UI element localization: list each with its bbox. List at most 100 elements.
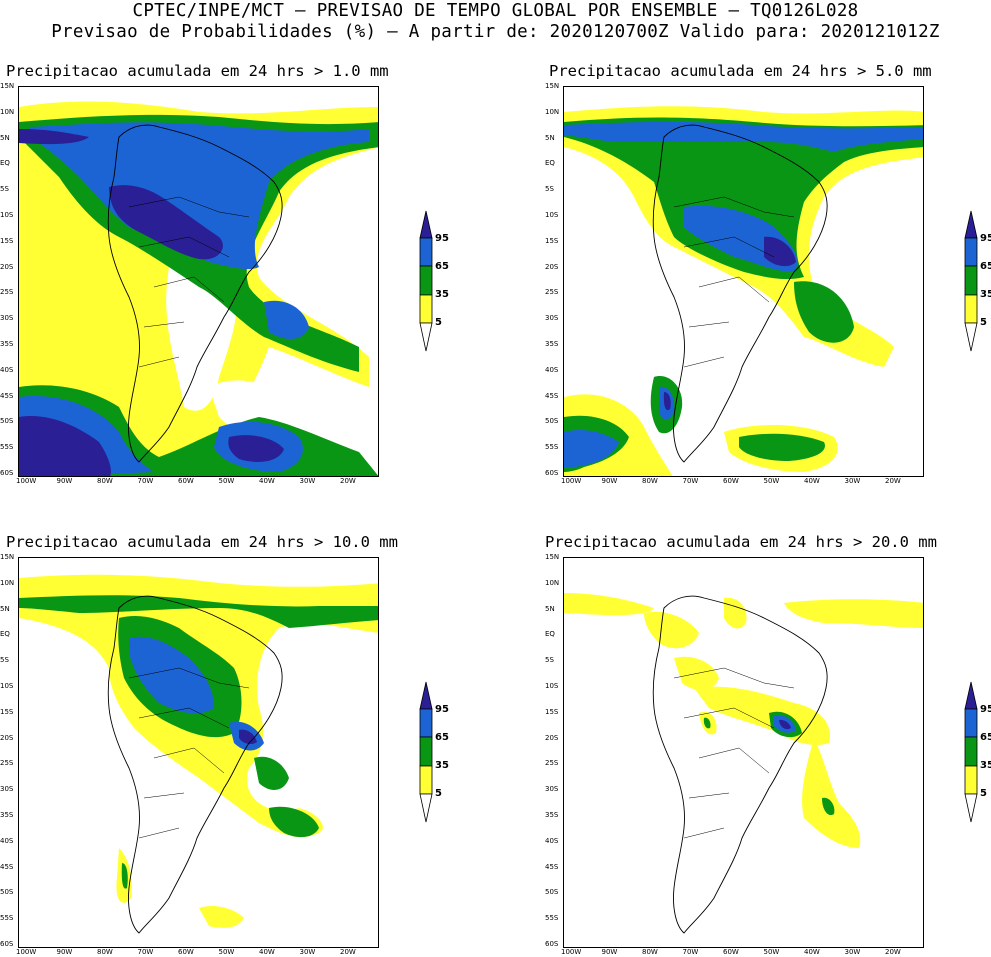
panel-1-legend: 95 65 35 5: [419, 209, 479, 359]
lat-tick-label: 60S: [0, 469, 14, 477]
lon-tick-label: 20W: [340, 477, 356, 485]
lat-tick-label: EQ: [0, 630, 10, 639]
lon-tick-label: 80W: [97, 477, 113, 485]
legend-label-5: 5: [435, 788, 442, 799]
panel-1-map-svg: [19, 101, 378, 476]
lat-tick-label: 15N: [545, 82, 560, 90]
lat-tick-label: 15N: [545, 553, 560, 561]
legend-swatch-35: [964, 736, 978, 767]
lat-tick-label: 10N: [0, 107, 15, 116]
lon-tick-label: 30W: [844, 477, 861, 485]
lat-tick-label: 15N: [0, 553, 15, 561]
lon-tick-label: 50W: [218, 477, 235, 485]
legend-label-5: 5: [435, 317, 442, 328]
legend-triangle-low: [419, 322, 433, 352]
lat-tick-label: 35S: [0, 811, 14, 819]
lat-tick-label: 25S: [545, 288, 559, 297]
lat-tick-label: 40S: [0, 836, 14, 845]
lat-tick-label: 60S: [0, 940, 14, 948]
legend-triangle-95: [419, 681, 433, 710]
legend-label-35: 35: [980, 760, 991, 771]
lon-tick-label: 20W: [885, 477, 901, 485]
legend-swatch-65: [419, 708, 433, 738]
lat-tick-label: 15S: [0, 707, 14, 716]
lon-tick-label: 100W: [561, 477, 582, 485]
lat-tick-label: 30S: [545, 314, 559, 323]
lat-tick-label: 10N: [545, 578, 560, 587]
legend-label-65: 65: [980, 732, 991, 743]
legend-triangle-95: [964, 681, 978, 710]
legend-label-65: 65: [435, 261, 449, 272]
lon-tick-label: 80W: [97, 948, 113, 956]
lon-tick-label: 90W: [601, 948, 618, 956]
lat-tick-label: 45S: [0, 862, 14, 871]
lon-tick-label: 30W: [299, 477, 316, 485]
lat-tick-label: 5N: [545, 133, 555, 142]
lat-tick-label: 15S: [545, 236, 559, 245]
legend-colorbar: [419, 210, 433, 352]
lon-tick-label: 100W: [561, 948, 582, 956]
lat-tick-label: 55S: [545, 443, 559, 452]
lat-tick-label: 25S: [545, 759, 559, 768]
lon-tick-label: 20W: [340, 948, 356, 956]
lon-tick-label: 100W: [16, 477, 37, 485]
legend-label-5: 5: [980, 317, 987, 328]
lon-tick-label: 20W: [885, 948, 901, 956]
figure-title: CPTEC/INPE/MCT – PREVISAO DE TEMPO GLOBA…: [132, 1, 859, 21]
lat-tick-label: 10S: [0, 682, 14, 690]
legend-swatch-5: [419, 294, 433, 324]
lon-tick-label: 70W: [682, 477, 699, 485]
panel-1-map: [18, 86, 379, 477]
lat-tick-label: 20S: [0, 262, 14, 271]
legend-label-65: 65: [980, 261, 991, 272]
panel-3-title: Precipitacao acumulada em 24 hrs > 10.0 …: [6, 533, 398, 551]
panel-4-map: [563, 557, 924, 948]
legend-swatch-35: [964, 265, 978, 296]
lat-tick-label: 45S: [545, 862, 559, 871]
legend-colorbar: [964, 681, 978, 823]
panel-4-title: Precipitacao acumulada em 24 hrs > 20.0 …: [545, 533, 937, 551]
legend-swatch-5: [964, 765, 978, 795]
lat-tick-label: 15S: [0, 236, 14, 245]
legend-swatch-65: [964, 708, 978, 738]
legend-swatch-5: [964, 294, 978, 324]
lat-tick-label: 55S: [0, 914, 14, 923]
legend-label-95: 95: [980, 233, 991, 244]
lon-tick-label: 50W: [763, 948, 780, 956]
panel-1-title: Precipitacao acumulada em 24 hrs > 1.0 m…: [6, 62, 389, 80]
lon-tick-label: 70W: [137, 948, 154, 956]
lon-tick-label: 60W: [723, 948, 739, 956]
lon-tick-label: 30W: [844, 948, 861, 956]
lat-tick-label: 5S: [0, 185, 9, 194]
lat-tick-label: 55S: [0, 443, 14, 452]
figure-subtitle: Previsao de Probabilidades (%) – A parti…: [51, 22, 940, 42]
panel-4-legend: 95 65 35 5: [964, 680, 991, 830]
lat-tick-label: 40S: [0, 365, 14, 374]
lat-tick-label: 50S: [0, 888, 14, 897]
lon-tick-label: 90W: [56, 948, 73, 956]
legend-triangle-95: [419, 210, 433, 239]
lat-tick-label: 50S: [545, 888, 559, 897]
lon-tick-label: 90W: [56, 477, 73, 485]
lon-tick-label: 70W: [682, 948, 699, 956]
lat-tick-label: 55S: [545, 914, 559, 923]
panel-3-map-svg: [19, 574, 378, 934]
panel-4-map-svg: [564, 593, 923, 934]
legend-label-35: 35: [980, 289, 991, 300]
lat-tick-label: 5N: [0, 133, 10, 142]
lat-tick-label: 35S: [545, 811, 559, 819]
legend-label-95: 95: [980, 704, 991, 715]
lat-tick-label: 50S: [545, 417, 559, 426]
legend-label-65: 65: [435, 732, 449, 743]
lat-tick-label: 50S: [0, 417, 14, 426]
lat-tick-label: 20S: [0, 733, 14, 742]
panel-2-title: Precipitacao acumulada em 24 hrs > 5.0 m…: [549, 62, 932, 80]
lon-tick-label: 80W: [642, 948, 658, 956]
lat-tick-label: EQ: [0, 159, 10, 168]
legend-label-5: 5: [980, 788, 987, 799]
legend-swatch-65: [419, 237, 433, 267]
lon-tick-label: 60W: [178, 948, 194, 956]
panel-3-map: [18, 557, 379, 948]
lat-tick-label: 5N: [0, 604, 10, 613]
lat-tick-label: 35S: [0, 340, 14, 348]
